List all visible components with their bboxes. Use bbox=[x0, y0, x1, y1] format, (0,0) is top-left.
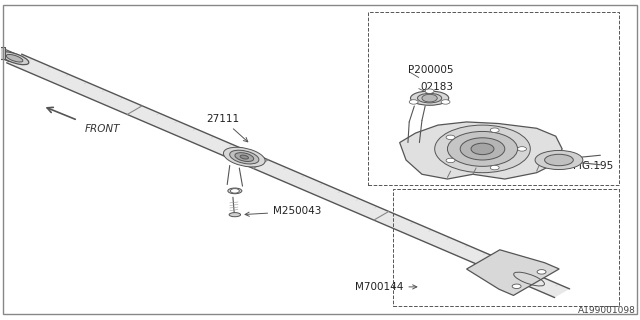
Ellipse shape bbox=[230, 150, 259, 164]
Circle shape bbox=[537, 270, 546, 274]
Ellipse shape bbox=[223, 147, 265, 167]
Text: A199001098: A199001098 bbox=[577, 307, 636, 316]
Text: FRONT: FRONT bbox=[84, 124, 120, 133]
Ellipse shape bbox=[545, 154, 573, 166]
Text: M250043: M250043 bbox=[245, 206, 321, 217]
Ellipse shape bbox=[417, 93, 442, 103]
Circle shape bbox=[422, 94, 437, 102]
Circle shape bbox=[409, 100, 418, 104]
FancyBboxPatch shape bbox=[0, 47, 5, 59]
Polygon shape bbox=[6, 54, 570, 298]
Ellipse shape bbox=[0, 52, 29, 65]
Polygon shape bbox=[399, 122, 562, 179]
Text: 27111: 27111 bbox=[206, 114, 248, 142]
Circle shape bbox=[441, 100, 450, 104]
Ellipse shape bbox=[6, 54, 23, 62]
Circle shape bbox=[471, 143, 494, 155]
Ellipse shape bbox=[229, 212, 241, 217]
Text: P200005: P200005 bbox=[408, 65, 453, 75]
Circle shape bbox=[512, 284, 521, 289]
Text: 02183: 02183 bbox=[420, 82, 454, 92]
Circle shape bbox=[490, 165, 499, 170]
Ellipse shape bbox=[228, 188, 242, 194]
Bar bbox=[368, 12, 620, 185]
Text: M700144: M700144 bbox=[355, 282, 417, 292]
Circle shape bbox=[230, 189, 239, 193]
Circle shape bbox=[447, 132, 518, 166]
Text: FIG.195: FIG.195 bbox=[573, 161, 613, 171]
Circle shape bbox=[446, 158, 455, 163]
Circle shape bbox=[490, 128, 499, 132]
Circle shape bbox=[460, 138, 505, 160]
Polygon shape bbox=[0, 39, 19, 61]
Circle shape bbox=[435, 125, 531, 173]
Circle shape bbox=[518, 147, 527, 151]
Circle shape bbox=[446, 135, 455, 140]
Polygon shape bbox=[467, 250, 559, 295]
Circle shape bbox=[425, 89, 434, 93]
Ellipse shape bbox=[535, 150, 583, 170]
Ellipse shape bbox=[240, 155, 248, 159]
Bar bbox=[394, 188, 620, 306]
Ellipse shape bbox=[235, 153, 253, 162]
Ellipse shape bbox=[410, 91, 449, 105]
